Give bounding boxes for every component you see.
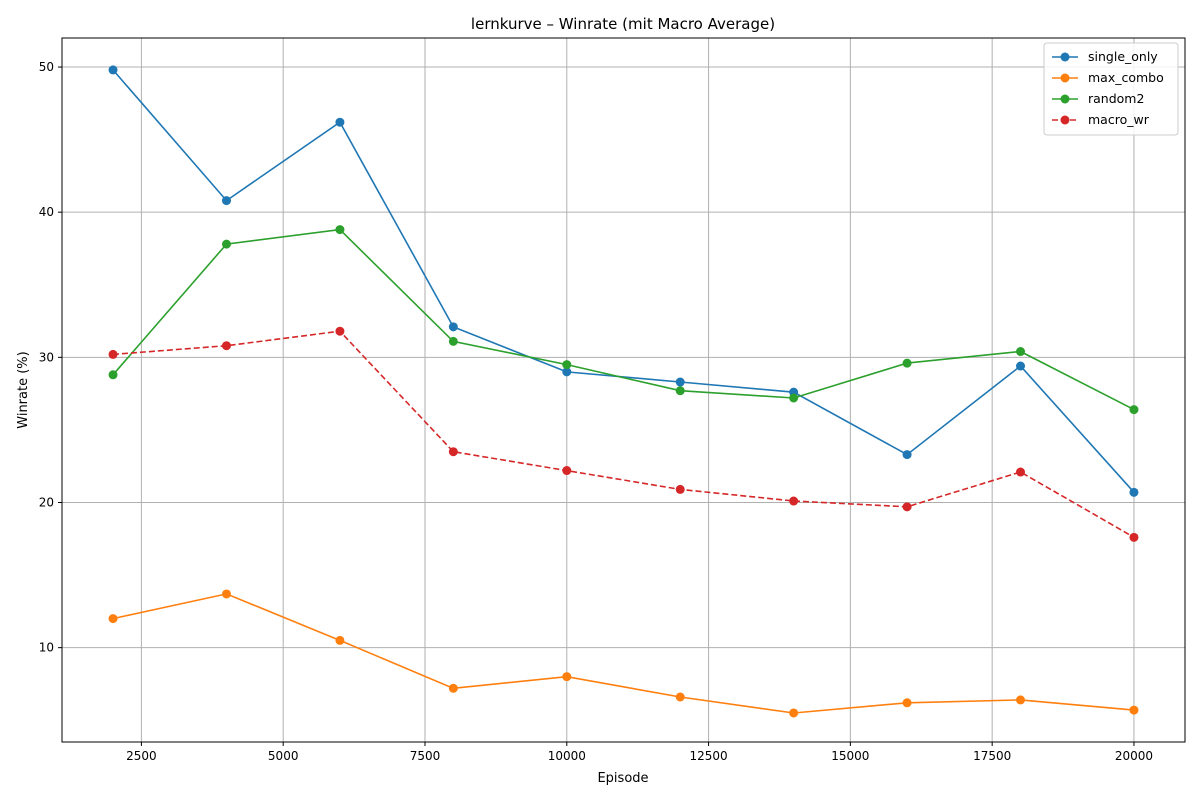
series-line-single_only (112, 69, 1135, 493)
legend-marker (1060, 94, 1070, 104)
data-point-random2 (335, 225, 345, 235)
data-point-random2 (221, 239, 231, 249)
data-point-single_only (562, 367, 572, 377)
data-point-max_combo (1016, 695, 1026, 705)
series-single_only (108, 65, 1139, 497)
legend-box (1043, 42, 1179, 136)
legend-item-macro_wr: macro_wr (1052, 112, 1150, 127)
data-point-macro_wr (108, 349, 118, 359)
data-point-random2 (789, 393, 799, 403)
data-point-macro_wr (1129, 532, 1139, 542)
data-point-max_combo (789, 708, 799, 718)
y-tick-label: 10 (39, 641, 54, 655)
x-tick-label: 17500 (973, 749, 1011, 763)
data-point-single_only (675, 377, 685, 387)
data-point-macro_wr (562, 466, 572, 476)
y-tick-label: 30 (39, 350, 54, 364)
data-point-random2 (902, 358, 912, 368)
data-point-max_combo (562, 672, 572, 682)
series-line-max_combo (112, 593, 1135, 714)
x-tick-label: 7500 (410, 749, 441, 763)
legend-item-single_only: single_only (1052, 49, 1158, 64)
legend-item-max_combo: max_combo (1052, 70, 1164, 85)
data-point-max_combo (675, 692, 685, 702)
data-point-single_only (1129, 487, 1139, 497)
legend-label: single_only (1088, 49, 1158, 64)
data-point-single_only (221, 196, 231, 206)
legend-label: random2 (1088, 91, 1144, 106)
data-point-macro_wr (902, 502, 912, 512)
data-point-random2 (1129, 405, 1139, 415)
data-point-single_only (902, 450, 912, 460)
data-point-random2 (1016, 347, 1026, 357)
series-random2 (108, 225, 1139, 415)
x-tick-label: 10000 (548, 749, 586, 763)
x-axis-label: Episode (597, 771, 648, 786)
data-point-max_combo (1129, 705, 1139, 715)
legend-marker (1060, 115, 1070, 125)
legend-marker (1060, 52, 1070, 62)
series-line-macro_wr (112, 330, 1135, 538)
x-tick-label: 15000 (831, 749, 869, 763)
data-point-macro_wr (1016, 467, 1026, 477)
data-point-max_combo (902, 698, 912, 708)
data-point-single_only (335, 117, 345, 127)
data-point-random2 (448, 336, 458, 346)
chart-title: lernkurve – Winrate (mit Macro Average) (471, 15, 775, 33)
data-point-single_only (108, 65, 118, 75)
series-line-random2 (112, 228, 1135, 411)
x-tick-label: 20000 (1115, 749, 1153, 763)
y-tick-label: 20 (39, 495, 54, 509)
data-point-max_combo (335, 635, 345, 645)
data-point-max_combo (108, 614, 118, 624)
data-point-single_only (1016, 361, 1026, 371)
data-point-max_combo (448, 683, 458, 693)
data-point-macro_wr (675, 484, 685, 494)
data-point-macro_wr (221, 341, 231, 351)
y-tick-label: 40 (39, 205, 54, 219)
data-point-random2 (108, 370, 118, 380)
series-layer (108, 65, 1139, 718)
axis-ticks: 2500 5000 7500 10000 12500 15000 17500 20000 10 2… (39, 60, 1153, 763)
data-point-macro_wr (789, 496, 799, 506)
legend-item-random2: random2 (1052, 91, 1144, 106)
legend-marker (1060, 73, 1070, 83)
data-point-random2 (675, 386, 685, 396)
data-point-max_combo (221, 589, 231, 599)
series-macro_wr (108, 326, 1139, 542)
x-tick-label: 2500 (126, 749, 157, 763)
x-tick-label: 12500 (689, 749, 727, 763)
data-point-random2 (562, 360, 572, 370)
legend: single_only max_combo random2 macro_wr (1043, 42, 1179, 136)
plot-frame (61, 37, 1186, 743)
y-axis-label: Winrate (%) (16, 351, 31, 428)
legend-label: max_combo (1088, 70, 1164, 85)
series-max_combo (108, 589, 1139, 718)
grid (62, 38, 1185, 742)
data-point-single_only (448, 322, 458, 332)
data-point-macro_wr (448, 447, 458, 457)
y-tick-label: 50 (39, 60, 54, 74)
data-point-macro_wr (335, 326, 345, 336)
x-tick-label: 5000 (268, 749, 299, 763)
legend-label: macro_wr (1088, 112, 1150, 127)
